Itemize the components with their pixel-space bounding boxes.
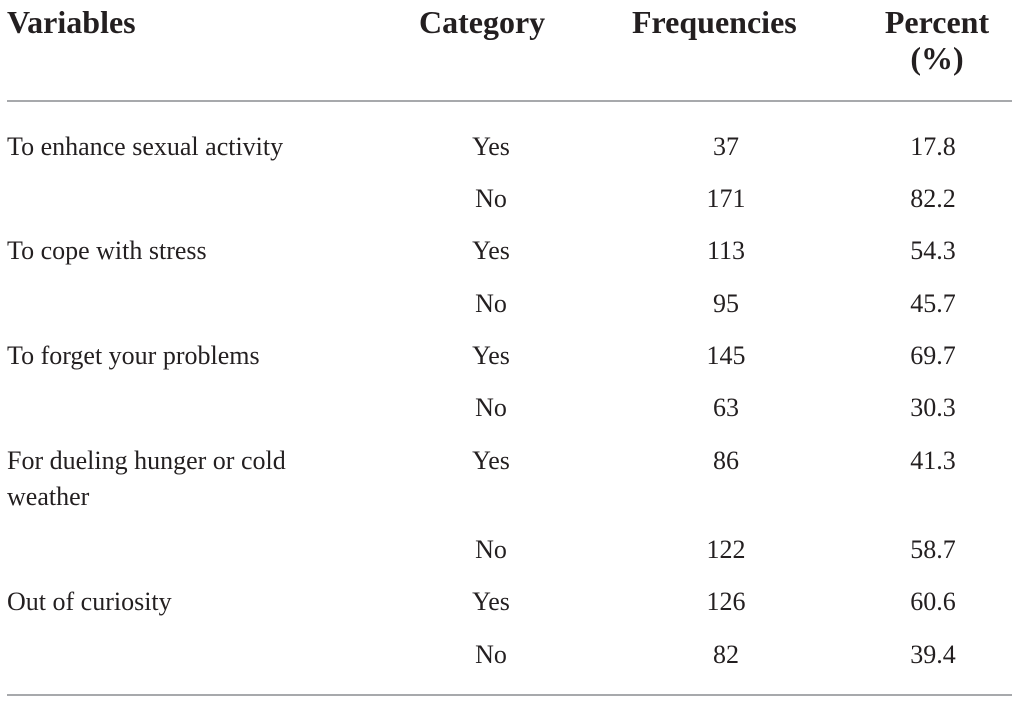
cell-category: No xyxy=(475,393,507,422)
cell-frequency: 63 xyxy=(713,393,739,422)
cell-category: No xyxy=(475,289,507,318)
cell-frequency: 171 xyxy=(706,184,746,213)
cell-category: Yes xyxy=(472,236,510,265)
cell-percent: 41.3 xyxy=(910,446,956,475)
cell-frequency: 86 xyxy=(713,446,739,475)
cell-frequency: 122 xyxy=(706,535,746,564)
cell-frequency: 95 xyxy=(713,289,739,318)
header-percent: Percent (%) xyxy=(874,4,1000,76)
cell-percent: 82.2 xyxy=(910,184,956,213)
cell-category: Yes xyxy=(472,132,510,161)
cell-percent: 17.8 xyxy=(910,132,956,161)
cell-frequency: 113 xyxy=(706,236,746,265)
header-percent-label: Percent xyxy=(884,4,990,40)
header-frequencies: Frequencies xyxy=(632,4,797,40)
cell-percent: 69.7 xyxy=(910,341,956,370)
cell-category: Yes xyxy=(472,341,510,370)
cell-percent: 60.6 xyxy=(910,587,956,616)
cell-frequency: 126 xyxy=(706,587,746,616)
cell-variable: Out of curiosity xyxy=(7,587,172,616)
cell-percent: 45.7 xyxy=(910,289,956,318)
header-rule xyxy=(7,100,1012,102)
cell-category: Yes xyxy=(472,446,510,475)
header-percent-unit: (%) xyxy=(910,40,964,76)
cell-category: No xyxy=(475,640,507,669)
cell-category: No xyxy=(475,184,507,213)
cell-variable: To forget your problems xyxy=(7,341,260,370)
footer-rule xyxy=(7,694,1012,696)
cell-frequency: 37 xyxy=(713,132,739,161)
cell-category: No xyxy=(475,535,507,564)
cell-frequency: 145 xyxy=(706,341,746,370)
cell-frequency: 82 xyxy=(713,640,739,669)
cell-variable: To enhance sexual activity xyxy=(7,132,284,161)
cell-percent: 30.3 xyxy=(910,393,956,422)
cell-category: Yes xyxy=(472,587,510,616)
cell-percent: 39.4 xyxy=(910,640,956,669)
header-variables: Variables xyxy=(7,4,136,40)
header-category: Category xyxy=(419,4,546,40)
cell-percent: 54.3 xyxy=(910,236,956,265)
cell-variable: To cope with stress xyxy=(7,236,207,265)
cell-percent: 58.7 xyxy=(910,535,956,564)
cell-variable: For dueling hunger or cold weather xyxy=(7,446,286,511)
